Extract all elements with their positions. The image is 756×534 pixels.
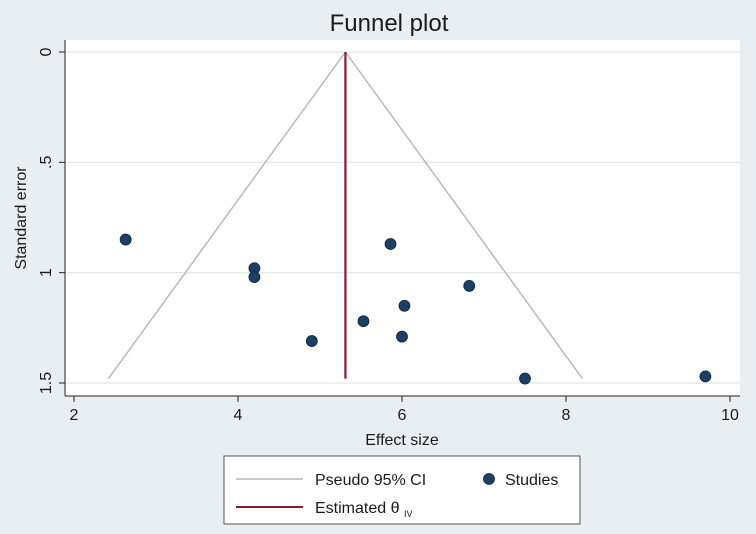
x-tick-label-2: 6 <box>398 407 407 424</box>
study-point-2 <box>248 271 261 283</box>
x-tick-label-4: 10 <box>721 407 739 424</box>
legend: Pseudo 95% CI Studies Estimated θ IV <box>223 455 581 525</box>
x-tick-label-3: 8 <box>562 407 571 424</box>
study-points <box>119 233 712 385</box>
chart-title: Funnel plot <box>330 10 449 37</box>
study-point-6 <box>396 330 408 343</box>
x-tick-label-1: 4 <box>234 407 243 424</box>
plot-area <box>65 40 740 396</box>
study-point-7 <box>398 299 411 312</box>
y-tick-label-2: 1 <box>38 268 55 277</box>
legend-studies-label: Studies <box>505 472 558 489</box>
y-tick-label-3: 1.5 <box>38 372 55 394</box>
study-point-3 <box>305 335 318 347</box>
grid-lines <box>65 51 740 384</box>
study-point-4 <box>357 315 370 328</box>
legend-estimate-label: Estimated θ IV <box>315 500 412 519</box>
x-tick-label-0: 2 <box>70 407 79 424</box>
study-point-9 <box>519 372 531 385</box>
study-point-0 <box>119 233 132 246</box>
legend-estimate-main: Estimated θ <box>315 500 400 517</box>
y-axis-label: Standard error <box>13 166 30 270</box>
y-tick-label-1: .5 <box>38 156 55 169</box>
pseudo-ci-funnel <box>107 51 583 379</box>
ci-lower-line <box>107 51 346 379</box>
legend-estimate-subscript: IV <box>404 509 413 519</box>
study-point-10 <box>699 370 712 383</box>
study-point-8 <box>463 280 476 292</box>
study-point-5 <box>384 238 397 250</box>
legend-ci-label: Pseudo 95% CI <box>315 472 426 489</box>
legend-studies-swatch <box>483 473 495 485</box>
legend-box <box>223 455 581 525</box>
axes: 2 4 6 8 10 0 .5 1 1.5 <box>38 40 740 424</box>
ci-upper-line <box>344 51 583 379</box>
x-axis-label: Effect size <box>365 432 439 449</box>
y-tick-label-0: 0 <box>38 47 55 56</box>
